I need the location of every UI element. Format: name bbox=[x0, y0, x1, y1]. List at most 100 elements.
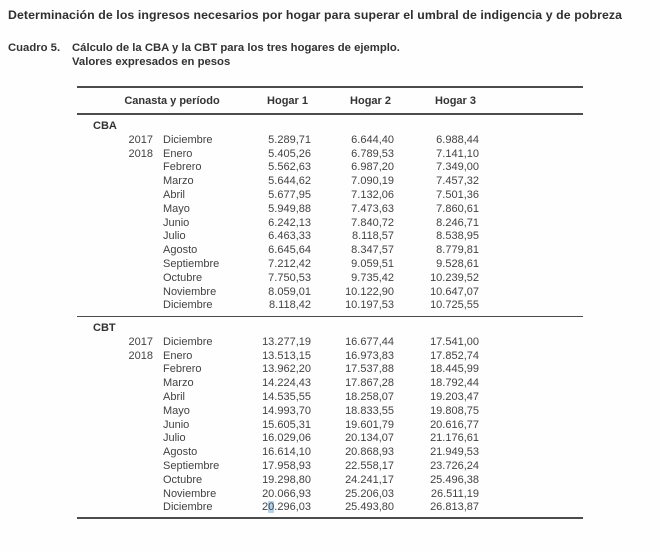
section-header-row: CBT bbox=[77, 316, 583, 335]
value-cell: 6.988,44 bbox=[436, 133, 479, 146]
table-row: Mayo 5.949,88 7.473,63 7.860,61 bbox=[77, 202, 583, 216]
filler-cell bbox=[479, 147, 583, 161]
period-cell: Octubre bbox=[77, 271, 247, 285]
table-row: Agosto 6.645,64 8.347,57 8.779,81 bbox=[77, 243, 583, 257]
value-cell: 5.677,95 bbox=[268, 189, 311, 202]
table-row: 2018 Enero 5.405,26 6.789,53 7.141,10 bbox=[77, 147, 583, 161]
section-cbt: CBT 2017 Diciembre 13.277,19 16.677,44 17.541… bbox=[77, 316, 583, 519]
period-cell: Agosto bbox=[77, 445, 247, 459]
filler-cell bbox=[479, 376, 583, 390]
value-cell: 5.949,88 bbox=[268, 202, 311, 215]
period-cell: Febrero bbox=[77, 362, 247, 376]
month-label: Diciembre bbox=[163, 133, 213, 146]
value-cell: 7.840,72 bbox=[351, 216, 394, 229]
table-row: Febrero 13.962,20 17.537,88 18.445,99 bbox=[77, 362, 583, 376]
section-label: CBA bbox=[93, 120, 117, 132]
value-cell: 5.289,71 bbox=[268, 133, 311, 146]
filler-cell bbox=[479, 216, 583, 230]
period-cell: 2018 Enero bbox=[77, 349, 247, 363]
value-cell: 15.605,31 bbox=[262, 418, 311, 431]
month-label: Noviembre bbox=[163, 285, 217, 298]
value-cell: 18.833,55 bbox=[345, 404, 394, 417]
page-title: Determinación de los ingresos necesarios… bbox=[8, 8, 623, 22]
value-cell: 7.457,32 bbox=[436, 175, 479, 188]
period-cell: 2017 Diciembre bbox=[77, 335, 247, 349]
value-cell: 7.501,36 bbox=[436, 189, 479, 202]
value-cell: 22.558,17 bbox=[345, 459, 394, 472]
filler-cell bbox=[479, 418, 583, 432]
value-cell: 16.029,06 bbox=[262, 432, 311, 445]
month-label: Mayo bbox=[163, 404, 190, 417]
month-label: Octubre bbox=[163, 473, 203, 486]
spacer-row bbox=[77, 514, 583, 518]
value-cell: 18.258,07 bbox=[345, 390, 394, 403]
table-caption: Cuadro 5. Cálculo de la CBA y la CBT par… bbox=[8, 41, 654, 69]
value-cell: 6.645,64 bbox=[268, 244, 311, 257]
value-cell: 26.813,87 bbox=[430, 501, 479, 514]
value-cell: 7.473,63 bbox=[351, 202, 394, 215]
month-label: Octubre bbox=[163, 271, 203, 284]
value-cell: 14.993,70 bbox=[262, 404, 311, 417]
value-cell: 7.090,19 bbox=[351, 175, 394, 188]
value-cell: 13.962,20 bbox=[262, 363, 311, 376]
header-filler bbox=[479, 87, 583, 114]
value-cell: 8.118,57 bbox=[351, 230, 394, 243]
value-cell: 20.134,07 bbox=[345, 432, 394, 445]
period-cell: Diciembre bbox=[77, 299, 247, 313]
filler-cell bbox=[479, 299, 583, 313]
year-label: 2017 bbox=[128, 133, 153, 146]
value-cell: 18.445,99 bbox=[430, 363, 479, 376]
value-cell: 19.808,75 bbox=[430, 404, 479, 417]
value-cell: 16.614,10 bbox=[262, 446, 311, 459]
period-cell: Diciembre bbox=[77, 500, 247, 514]
value-cell: 8.779,81 bbox=[436, 244, 479, 257]
value-cell: 10.725,55 bbox=[430, 299, 479, 312]
table-row: Abril 14.535,55 18.258,07 19.203,47 bbox=[77, 390, 583, 404]
period-cell: Mayo bbox=[77, 404, 247, 418]
value-cell: 6.789,53 bbox=[351, 147, 394, 160]
value-cell: 17.958,93 bbox=[262, 459, 311, 472]
period-cell: Junio bbox=[77, 216, 247, 230]
value-cell: 7.349,00 bbox=[436, 161, 479, 174]
value-cell: 17.541,00 bbox=[430, 335, 479, 348]
caption-body: Cálculo de la CBA y la CBT para los tres… bbox=[72, 41, 400, 69]
filler-cell bbox=[479, 390, 583, 404]
value-cell: 20.296,03 bbox=[262, 501, 311, 514]
value-cell: 7.860,61 bbox=[436, 202, 479, 215]
value-cell: 20.066,93 bbox=[262, 487, 311, 500]
table-row: Junio 6.242,13 7.840,72 8.246,71 bbox=[77, 216, 583, 230]
period-cell: Abril bbox=[77, 390, 247, 404]
value-cell: 6.242,13 bbox=[268, 216, 311, 229]
year-label: 2018 bbox=[128, 147, 153, 160]
table-row: Abril 5.677,95 7.132,06 7.501,36 bbox=[77, 188, 583, 202]
value-cell: 14.535,55 bbox=[262, 390, 311, 403]
value-cell: 8.118,42 bbox=[268, 299, 311, 312]
value-cell: 6.463,33 bbox=[268, 230, 311, 243]
column-header-canasta-periodo: Canasta y período bbox=[124, 94, 220, 107]
value-cell: 14.224,43 bbox=[262, 377, 311, 390]
period-cell: Julio bbox=[77, 431, 247, 445]
month-label: Enero bbox=[163, 349, 193, 362]
value-cell: 8.347,57 bbox=[351, 244, 394, 257]
month-label: Noviembre bbox=[163, 487, 217, 500]
value-cell: 6.644,40 bbox=[351, 133, 394, 146]
filler-cell bbox=[479, 445, 583, 459]
month-label: Agosto bbox=[163, 244, 198, 257]
table-row: Febrero 5.562,63 6.987,20 7.349,00 bbox=[77, 161, 583, 175]
table-row: Diciembre 8.118,42 10.197,53 10.725,55 bbox=[77, 299, 583, 313]
table-row: Septiembre 17.958,93 22.558,17 23.726,24 bbox=[77, 459, 583, 473]
table-row: Marzo 5.644,62 7.090,19 7.457,32 bbox=[77, 174, 583, 188]
caption-label: Cuadro 5. bbox=[8, 42, 61, 54]
filler-cell bbox=[479, 188, 583, 202]
table-row: Septiembre 7.212,42 9.059,51 9.528,61 bbox=[77, 257, 583, 271]
table-row: Octubre 19.298,80 24.241,17 25.496,38 bbox=[77, 473, 583, 487]
column-header-hogar-2: Hogar 2 bbox=[350, 94, 391, 107]
value-cell: 16.973,83 bbox=[345, 349, 394, 362]
caption-title: Cálculo de la CBA y la CBT para los tres… bbox=[72, 42, 400, 54]
value-cell: 13.513,15 bbox=[262, 349, 311, 362]
month-label: Marzo bbox=[163, 377, 194, 390]
period-cell: 2018 Enero bbox=[77, 147, 247, 161]
table-row: 2017 Diciembre 13.277,19 16.677,44 17.541,00 bbox=[77, 335, 583, 349]
period-cell: Febrero bbox=[77, 161, 247, 175]
table-row: Noviembre 8.059,01 10.122,90 10.647,07 bbox=[77, 285, 583, 299]
